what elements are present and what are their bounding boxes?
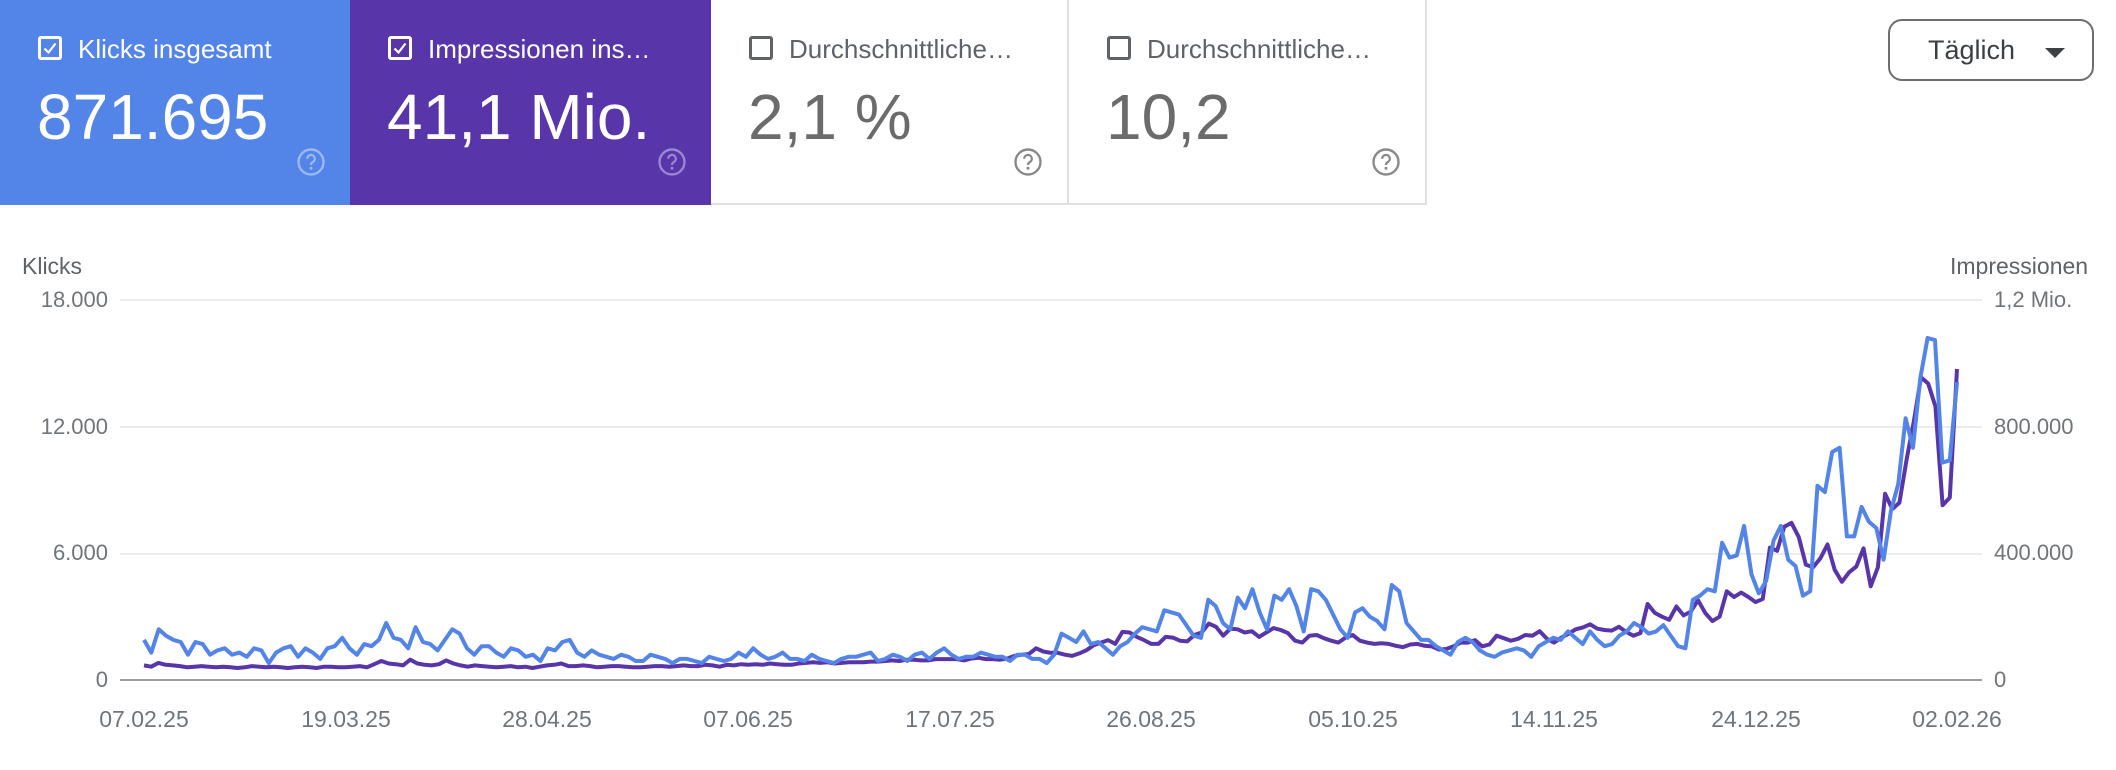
help-circle-icon[interactable]: [1013, 147, 1043, 177]
checkbox-checked[interactable]: [388, 36, 412, 60]
impressions-line: [143, 368, 1959, 670]
checkbox-unchecked[interactable]: [749, 36, 773, 60]
y-tick-left: 12.000: [40, 414, 108, 439]
metric-label: Durchschnittliche…: [789, 34, 1013, 64]
x-tick: 07.02.25: [99, 706, 189, 732]
y-tick-left: 6.000: [52, 540, 108, 565]
dropdown-selected-label: Täglich: [1928, 35, 2016, 65]
check-icon: [393, 42, 407, 55]
x-tick: 28.04.25: [502, 706, 592, 732]
x-tick: 26.08.25: [1106, 706, 1196, 732]
metric-label: Impressionen ins…: [428, 34, 651, 64]
metric-value: 10,2: [1106, 81, 1231, 153]
help-circle-icon[interactable]: [296, 147, 326, 177]
y-tick-left: 0: [95, 667, 108, 692]
metric-label: Klicks insgesamt: [78, 34, 272, 64]
right-axis-title: Impressionen: [1950, 253, 2089, 279]
x-tick: 19.03.25: [301, 706, 391, 732]
x-tick: 17.07.25: [905, 706, 995, 732]
granularity-dropdown[interactable]: Täglich: [1888, 19, 2094, 81]
y-tick-right: 800.000: [1994, 414, 2074, 439]
metric-card-impressions[interactable]: Impressionen ins… 41,1 Mio.: [350, 0, 711, 205]
y-tick-right: 1,2 Mio.: [1994, 287, 2073, 312]
x-tick: 07.06.25: [703, 706, 793, 732]
check-icon: [43, 42, 57, 55]
clicks-line: [142, 336, 1959, 666]
caret-down-icon: [2045, 48, 2065, 58]
checkbox-checked[interactable]: [38, 36, 62, 60]
metric-card-clicks[interactable]: Klicks insgesamt 871.695: [0, 0, 350, 205]
help-circle-icon[interactable]: [1371, 147, 1401, 177]
y-tick-left: 18.000: [40, 287, 108, 312]
gridlines: [120, 299, 1982, 681]
metric-value: 2,1 %: [748, 81, 912, 153]
y-tick-right: 0: [1994, 667, 2007, 692]
help-circle-icon[interactable]: [657, 147, 687, 177]
metric-value: 871.695: [37, 81, 269, 153]
x-tick: 24.12.25: [1711, 706, 1801, 732]
x-tick: 02.02.26: [1912, 706, 2002, 732]
x-tick: 05.10.25: [1308, 706, 1398, 732]
left-axis-title: Klicks: [22, 253, 83, 279]
metric-value: 41,1 Mio.: [387, 81, 651, 153]
metric-label: Durchschnittliche…: [1147, 34, 1371, 64]
checkbox-unchecked[interactable]: [1107, 36, 1131, 60]
metric-cards: Klicks insgesamt 871.695 Impressionen in…: [0, 0, 1427, 205]
y-tick-right: 400.000: [1994, 540, 2074, 565]
metric-card-avg-position[interactable]: Durchschnittliche… 10,2: [1069, 0, 1427, 205]
metric-card-avg-ctr[interactable]: Durchschnittliche… 2,1 %: [711, 0, 1069, 205]
x-tick: 14.11.25: [1510, 706, 1598, 732]
